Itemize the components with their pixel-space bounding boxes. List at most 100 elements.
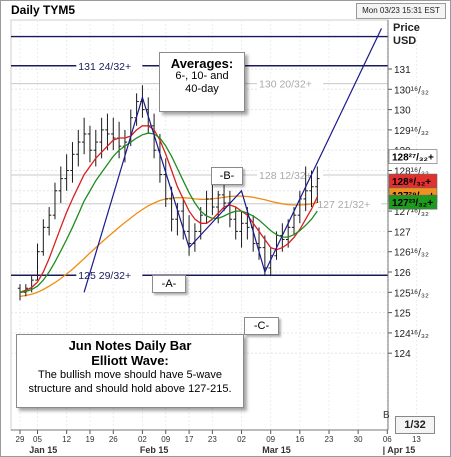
chart-title: Daily TYM5 [11, 3, 76, 17]
ohlc-bar [76, 129, 81, 167]
b-marker: B [383, 410, 390, 421]
wave-path [83, 28, 383, 293]
x-tick-label: 16 [295, 435, 304, 444]
price-unit-box[interactable]: 1/32 [395, 416, 435, 434]
timestamp-box: Mon 03/23 15:31 EST [356, 3, 446, 19]
ohlc-bar [163, 158, 168, 208]
averages-line2: 40-day [185, 83, 219, 95]
price-tag: 127²³/₃₂+ [388, 194, 438, 210]
ohlc-bar [210, 182, 215, 216]
price-tag-bg [388, 194, 438, 210]
price-axis-header: Price USD [393, 22, 420, 48]
y-tick-label: 130 [394, 106, 411, 117]
x-tick-label: 29 [16, 435, 25, 444]
ohlc-bar [64, 154, 69, 191]
ohlc-bar [169, 186, 174, 232]
price-tag-label: 128⁸/₃₂+ [392, 177, 431, 188]
x-tick-label: 06 [383, 435, 392, 444]
ohlc-bar [41, 219, 46, 256]
price-label: Price [393, 22, 420, 34]
axes: 131130¹⁶/₃₂130129¹⁶/₃₂129128¹⁶/₃₂128127¹… [11, 20, 429, 455]
x-tick-label: 23 [325, 435, 334, 444]
ohlc-bar [186, 215, 192, 256]
price-tag-label: 127²³/₃₂+ [392, 198, 433, 209]
x-tick-label: 05 [33, 435, 42, 444]
ohlc-bar [303, 166, 308, 212]
level-label: 130 20/32+ [259, 79, 312, 91]
ohlc-bar [116, 121, 122, 159]
x-tick-label: 30 [354, 435, 363, 444]
price-tag-bg [388, 149, 438, 164]
price-bars [17, 85, 320, 301]
ohlc-bar [70, 142, 75, 183]
ohlc-bar [52, 182, 58, 220]
x-tick-label: 17 [185, 435, 194, 444]
y-tick-label: 127¹⁶/₃₂ [394, 207, 429, 218]
y-tick-label: 128¹⁶/₃₂ [394, 167, 429, 178]
level-label: 131 24/32+ [78, 61, 131, 73]
y-tick-label: 126¹⁶/₃₂ [394, 248, 429, 259]
elliott-wave-line [83, 28, 383, 293]
y-tick-label: 129¹⁶/₃₂ [394, 126, 429, 137]
ohlc-bar [192, 223, 198, 252]
x-tick-label: 26 [109, 435, 118, 444]
ohlc-bar [233, 207, 238, 240]
level-label-bg [315, 197, 382, 210]
ohlc-bar [87, 125, 93, 163]
ohlc-bar [105, 113, 110, 151]
ma10-path [19, 132, 318, 293]
ohlc-bar [204, 190, 209, 224]
ma6-path [19, 125, 318, 293]
level-label: 127 21/32+ [317, 199, 370, 211]
level-label-bg [76, 59, 143, 72]
level-lines: 131 24/32+ 130 20/32+ 128 12/32+ 127 21/32+… [11, 35, 388, 282]
level-label-bg [257, 77, 324, 90]
ohlc-bar [309, 170, 314, 208]
ohlc-bar [58, 166, 64, 203]
x-tick-label: 02 [237, 435, 246, 444]
level-label-bg [257, 168, 324, 181]
y-tick-label: 131 [394, 65, 411, 76]
x-tick-label: 23 [208, 435, 217, 444]
wave-b-label: -B- [211, 167, 243, 185]
ohlc-bar [239, 211, 244, 248]
price-tag: 128⁸/₃₂+ [388, 173, 438, 189]
price-tags: 128²⁷/₃₂+128⁸/₃₂+127²⁹/₃₂+127²³/₃₂+ [388, 149, 438, 210]
ohlc-bar [46, 207, 52, 236]
ma40-path [19, 195, 318, 298]
averages-callout: Averages: 6-, 10- and 40-day [159, 52, 245, 112]
averages-title: Averages: [170, 56, 234, 71]
y-tick-label: 126 [394, 268, 411, 279]
currency-label: USD [393, 35, 417, 47]
x-tick-label: 09 [161, 435, 170, 444]
wave-a-label: -A- [152, 275, 186, 293]
elliott-text-line1: The bullish move should have 5-wave [37, 369, 223, 381]
elliott-title-line1: Jun Notes Daily Bar [68, 338, 192, 353]
x-tick-label: 19 [86, 435, 95, 444]
y-tick-label: 127 [394, 227, 411, 238]
month-label: Feb 15 [140, 445, 169, 455]
y-tick-label: 124 [394, 349, 411, 360]
x-tick-label: 13 [412, 435, 421, 444]
y-tick-label: 125 [394, 309, 411, 320]
ohlc-bar [111, 117, 116, 151]
ma10-line [19, 132, 318, 293]
ohlc-bar [35, 243, 40, 281]
wave-c-label: -C- [244, 317, 279, 335]
averages-line1: 6-, 10- and [175, 70, 229, 82]
elliott-title-line2: Elliott Wave: [91, 353, 169, 368]
ohlc-bar [175, 202, 180, 236]
ma6-line [19, 125, 318, 293]
y-tick-label: 125¹⁶/₃₂ [394, 288, 429, 299]
x-tick-label: 09 [266, 435, 275, 444]
ohlc-bar [93, 129, 98, 167]
level-label-bg [76, 269, 143, 282]
elliott-text-line2: structure and should hold above 127-215. [28, 383, 232, 395]
ma40-line [19, 195, 318, 298]
elliott-wave-callout: Jun Notes Daily Bar Elliott Wave: The bu… [16, 334, 244, 408]
ohlc-bar [315, 166, 320, 203]
y-tick-label: 124¹⁶/₃₂ [394, 329, 429, 340]
y-tick-label: 130¹⁶/₃₂ [394, 85, 429, 96]
price-tag: 128²⁷/₃₂+ [388, 149, 438, 164]
level-label: 125 29/32+ [78, 270, 131, 282]
